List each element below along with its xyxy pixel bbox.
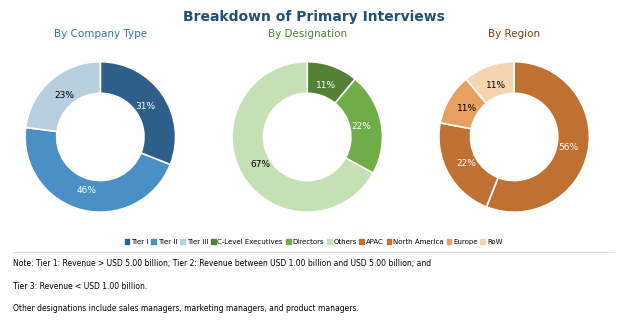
Text: 22%: 22% [456,159,476,168]
Wedge shape [466,62,514,103]
Title: By Designation: By Designation [268,29,347,39]
Text: Breakdown of Primary Interviews: Breakdown of Primary Interviews [182,10,445,24]
Text: 11%: 11% [457,105,477,114]
Text: 23%: 23% [54,91,74,100]
Title: By Region: By Region [488,29,540,39]
Wedge shape [25,128,171,212]
Text: Note: Tier 1: Revenue > USD 5.00 billion; Tier 2: Revenue between USD 1.00 billi: Note: Tier 1: Revenue > USD 5.00 billion… [13,259,431,268]
Wedge shape [307,62,355,103]
Text: 46%: 46% [76,186,97,195]
Title: By Company Type: By Company Type [54,29,147,39]
Text: 11%: 11% [316,81,336,90]
Wedge shape [100,62,176,165]
Text: Other designations include sales managers, marketing managers, and product manag: Other designations include sales manager… [13,304,359,313]
Wedge shape [335,79,382,173]
Text: Tier 3: Revenue < USD 1.00 billion.: Tier 3: Revenue < USD 1.00 billion. [13,282,147,291]
Text: 22%: 22% [351,122,371,131]
Text: 31%: 31% [135,102,156,111]
Wedge shape [440,79,487,129]
Text: 11%: 11% [485,81,505,90]
Wedge shape [232,62,373,212]
Wedge shape [487,62,589,212]
Text: 56%: 56% [558,143,578,152]
Text: 67%: 67% [250,160,270,169]
Legend: Tier I, Tier II, Tier III, C-Level Executives, Directors, Others, APAC, North Am: Tier I, Tier II, Tier III, C-Level Execu… [125,239,502,245]
Wedge shape [439,123,498,207]
Wedge shape [26,62,100,132]
